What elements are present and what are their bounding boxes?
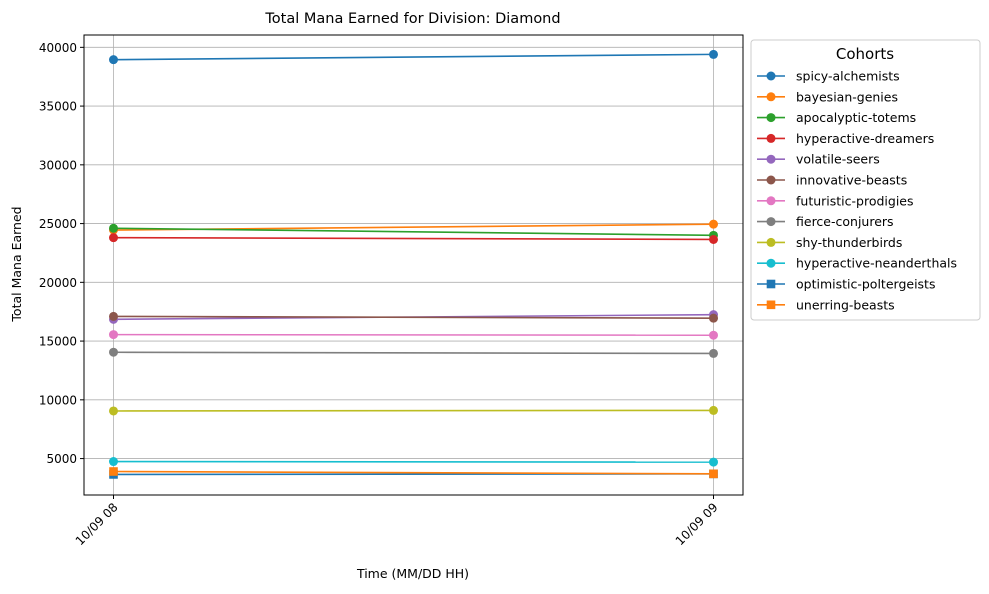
x-tick-label: 10/09 09: [673, 500, 721, 548]
series-futuristic-prodigies: [109, 330, 718, 340]
legend-marker: [766, 92, 776, 102]
x-tick-label: 10/09 08: [73, 500, 121, 548]
data-point: [109, 223, 118, 233]
y-tick-label: 40000: [39, 41, 77, 55]
series-line: [113, 236, 714, 241]
series-line: [113, 53, 714, 61]
series-unerring-beasts: [109, 467, 718, 479]
legend-label: fierce-conjurers: [796, 214, 894, 229]
series-innovative-beasts: [109, 311, 718, 323]
data-point: [709, 348, 718, 358]
legend-frame: [750, 39, 981, 321]
legend-label: hyperactive-neanderthals: [796, 256, 957, 271]
data-point: [109, 330, 118, 340]
legend-label: futuristic-prodigies: [796, 193, 914, 208]
legend-item: shy-thunderbirds: [757, 235, 902, 250]
data-point: [109, 406, 118, 416]
legend-item: bayesian-genies: [757, 89, 898, 104]
data-point: [109, 457, 118, 467]
legend-label: apocalyptic-totems: [796, 110, 916, 125]
series-line: [113, 470, 714, 475]
plot-frame: [83, 34, 744, 496]
legend-item: volatile-seers: [757, 152, 880, 167]
legend-title: Cohorts: [836, 45, 894, 63]
series-line: [113, 351, 714, 355]
series-line: [113, 460, 714, 463]
legend-marker: [766, 217, 776, 227]
data-point: [709, 405, 718, 415]
legend-label: bayesian-genies: [796, 89, 898, 104]
series-hyperactive-neanderthals: [109, 457, 718, 467]
y-tick-label: 5000: [46, 452, 77, 466]
data-point: [709, 219, 718, 229]
gridlines: [84, 35, 743, 495]
legend-item: hyperactive-neanderthals: [757, 256, 957, 271]
series-hyperactive-dreamers: [109, 233, 718, 244]
x-axis-label: Time (MM/DD HH): [356, 566, 469, 581]
legend-marker: [766, 71, 776, 81]
data-point: [109, 233, 118, 243]
data-point: [109, 347, 118, 357]
legend-item: innovative-beasts: [757, 173, 907, 188]
legend: Cohorts spicy-alchemists bayesian-genies a…: [750, 39, 981, 321]
series-line: [113, 333, 714, 337]
legend-item: hyperactive-dreamers: [757, 131, 934, 146]
data-point: [709, 457, 718, 467]
series-line: [113, 227, 714, 237]
series-fierce-conjurers: [109, 347, 718, 358]
series-layer: [109, 49, 718, 479]
legend-item: unerring-beasts: [757, 297, 895, 312]
data-point: [109, 55, 118, 65]
data-point: [709, 234, 718, 244]
legend-marker: [766, 237, 776, 247]
y-tick-label: 20000: [39, 276, 77, 290]
legend-marker: [766, 154, 776, 164]
chart-title: Total Mana Earned for Division: Diamond: [264, 11, 560, 27]
data-point: [709, 469, 718, 479]
data-point: [709, 313, 718, 323]
y-axis-label: Total Mana Earned: [9, 206, 24, 322]
series-shy-thunderbirds: [109, 405, 718, 416]
legend-marker: [766, 196, 776, 206]
legend-label: optimistic-poltergeists: [796, 277, 935, 292]
y-tick-label: 25000: [39, 217, 77, 231]
legend-marker: [766, 113, 776, 123]
legend-label: spicy-alchemists: [796, 69, 900, 84]
y-tick-label: 15000: [39, 335, 77, 349]
series-line: [113, 315, 714, 319]
legend-label: volatile-seers: [796, 152, 880, 167]
legend-label: unerring-beasts: [796, 297, 895, 312]
legend-label: shy-thunderbirds: [796, 235, 902, 250]
legend-label: hyperactive-dreamers: [796, 131, 934, 146]
legend-marker: [766, 300, 776, 310]
legend-label: innovative-beasts: [796, 173, 907, 188]
y-tick-label: 30000: [39, 158, 77, 172]
legend-marker: [766, 175, 776, 185]
data-point: [109, 311, 118, 321]
legend-marker: [766, 279, 776, 289]
data-point: [109, 467, 118, 476]
data-point: [709, 330, 718, 340]
data-point: [709, 49, 718, 59]
series-spicy-alchemists: [109, 49, 718, 65]
legend-item: fierce-conjurers: [757, 214, 894, 229]
legend-marker: [766, 133, 776, 143]
legend-item: optimistic-poltergeists: [757, 277, 935, 292]
legend-item: spicy-alchemists: [757, 69, 900, 84]
legend-marker: [766, 258, 776, 268]
series-line: [113, 409, 714, 412]
legend-items: spicy-alchemists bayesian-genies apocalypt…: [757, 69, 957, 312]
y-tick-label: 35000: [39, 100, 77, 114]
y-tick-label: 10000: [39, 393, 77, 407]
legend-item: futuristic-prodigies: [757, 193, 914, 208]
legend-item: apocalyptic-totems: [757, 110, 916, 125]
